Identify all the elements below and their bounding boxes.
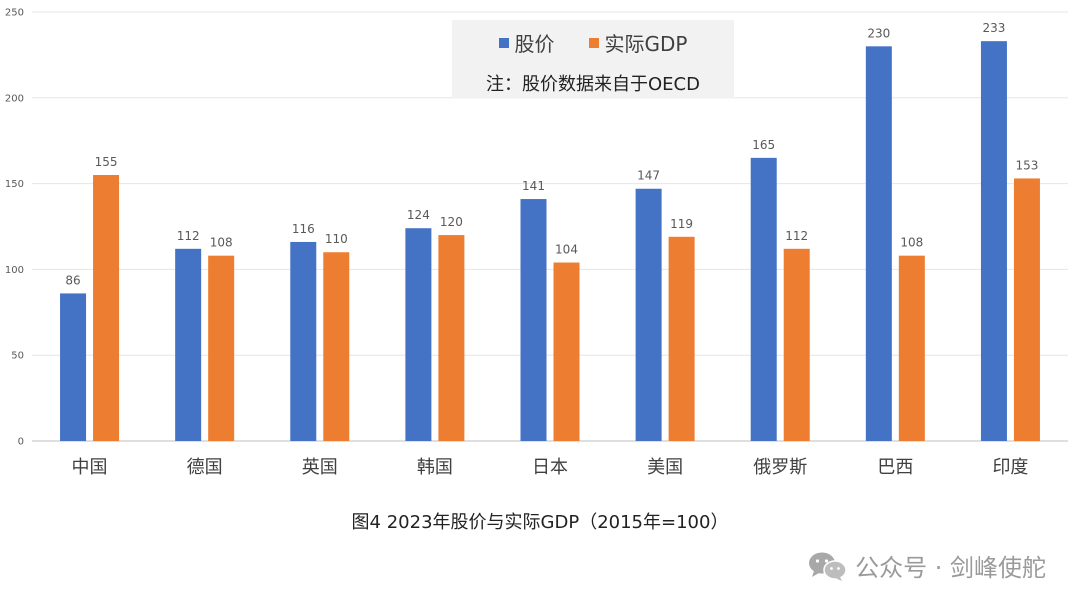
bar-gdp-6	[783, 248, 810, 441]
watermark: 公众号 · 剑峰使舵	[807, 548, 1046, 583]
legend-item-stock: 股价	[498, 28, 555, 57]
data-label-stock-2: 116	[292, 222, 315, 236]
data-label-gdp-5: 119	[670, 217, 693, 231]
data-label-gdp-6: 112	[785, 229, 808, 243]
bar-stock-4	[520, 199, 547, 441]
bar-stock-1	[175, 248, 202, 441]
bar-stock-2	[290, 241, 317, 441]
category-label: 英国	[302, 457, 338, 478]
data-label-stock-7: 230	[867, 26, 890, 40]
bar-chart: 0 50 100 150 200 250 86 155 112 108 116 110 124 120 1…	[5, 8, 1068, 478]
category-labels: 中国 德国 英国 韩国 日本 美国 俄罗斯 巴西 印度	[72, 457, 1029, 478]
wechat-icon	[809, 552, 847, 581]
bar-gdp-0	[93, 175, 120, 441]
legend: 股价 实际GDP 注：股价数据来自于OECD	[452, 20, 734, 98]
data-label-stock-5: 147	[637, 169, 660, 183]
y-tick-label: 250	[5, 8, 24, 19]
legend-label-gdp: 实际GDP	[604, 32, 688, 56]
data-label-gdp-1: 108	[210, 236, 233, 250]
data-label-stock-0: 86	[65, 273, 80, 287]
y-tick-label: 0	[18, 437, 24, 448]
bar-gdp-2	[323, 252, 350, 441]
bar-gdp-8	[1013, 178, 1040, 441]
category-label: 德国	[187, 457, 223, 478]
data-label-gdp-8: 153	[1015, 158, 1038, 172]
legend-swatch-gdp	[588, 37, 599, 48]
legend-swatch-stock	[498, 37, 509, 48]
bar-stock-0	[60, 293, 87, 441]
legend-label-stock: 股价	[514, 32, 555, 56]
data-label-stock-1: 112	[177, 229, 200, 243]
bar-stock-3	[405, 228, 432, 441]
bars	[60, 41, 1040, 442]
bar-gdp-3	[438, 235, 465, 441]
bar-gdp-5	[668, 236, 695, 441]
y-tick-label: 200	[5, 93, 24, 104]
category-label: 韩国	[417, 457, 453, 478]
bar-gdp-1	[208, 255, 235, 441]
category-label: 中国	[72, 457, 108, 478]
bar-stock-5	[635, 188, 662, 441]
data-label-gdp-3: 120	[440, 215, 463, 229]
y-tick-label: 50	[11, 351, 24, 362]
data-label-stock-4: 141	[522, 179, 545, 193]
data-label-stock-6: 165	[752, 138, 775, 152]
y-axis-ticks: 0 50 100 150 200 250	[5, 8, 24, 448]
category-label: 巴西	[877, 457, 913, 478]
bar-gdp-7	[898, 255, 925, 441]
category-label: 日本	[532, 457, 568, 478]
data-label-stock-3: 124	[407, 208, 430, 222]
data-label-gdp-7: 108	[900, 236, 923, 250]
category-label: 俄罗斯	[753, 457, 807, 478]
legend-item-gdp: 实际GDP	[588, 28, 688, 57]
data-label-gdp-4: 104	[555, 243, 578, 257]
figure-caption: 图4 2023年股价与实际GDP（2015年=100）	[351, 512, 729, 533]
legend-note: 注：股价数据来自于OECD	[486, 74, 700, 95]
category-label: 印度	[992, 457, 1028, 478]
category-label: 美国	[647, 457, 683, 478]
data-label-gdp-0: 155	[95, 155, 118, 169]
data-label-stock-8: 233	[982, 21, 1005, 35]
watermark-text: 公众号 · 剑峰使舵	[855, 554, 1046, 582]
y-tick-label: 100	[5, 265, 24, 276]
bar-stock-6	[750, 157, 777, 442]
y-tick-label: 150	[5, 179, 24, 190]
data-label-gdp-2: 110	[325, 232, 348, 246]
data-labels: 86 155 112 108 116 110 124 120 141 104 147 119 165 11…	[65, 21, 1038, 287]
bar-gdp-4	[553, 262, 580, 441]
bar-stock-7	[865, 46, 892, 441]
bar-stock-8	[980, 41, 1007, 442]
